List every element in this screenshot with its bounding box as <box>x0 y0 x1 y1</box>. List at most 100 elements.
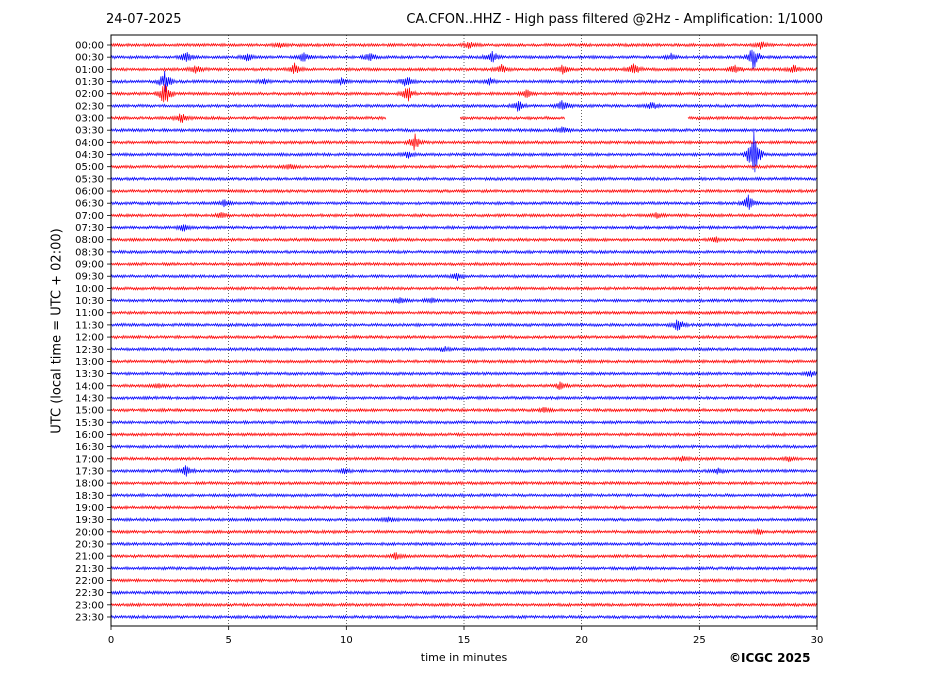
trace-row-0000 <box>110 41 818 50</box>
row-label-0700: 07:00 <box>75 211 104 222</box>
trace-row-2030 <box>110 541 818 547</box>
row-label-0730: 07:30 <box>75 223 104 234</box>
trace-row-1030 <box>110 297 818 304</box>
x-tick-label-10: 10 <box>340 635 353 646</box>
trace-row-0400 <box>110 133 818 151</box>
row-label-1130: 11:30 <box>75 320 104 331</box>
row-label-0630: 06:30 <box>75 199 104 210</box>
row-label-1430: 14:30 <box>75 393 104 404</box>
row-label-2000: 20:00 <box>75 527 104 538</box>
row-label-0530: 05:30 <box>75 174 104 185</box>
trace-row-1400 <box>110 381 818 390</box>
row-label-0300: 03:00 <box>75 114 104 125</box>
trace-row-1800 <box>110 480 818 486</box>
x-tick-label-20: 20 <box>575 635 588 646</box>
row-label-0000: 00:00 <box>75 41 104 52</box>
trace-row-2300 <box>110 602 818 608</box>
trace-row-0200 <box>110 84 818 103</box>
row-label-0200: 02:00 <box>75 89 104 100</box>
row-label-1700: 17:00 <box>75 454 104 465</box>
trace-row-1230 <box>110 346 818 352</box>
x-tick-label-15: 15 <box>458 635 471 646</box>
trace-row-0530 <box>110 176 818 182</box>
row-label-2230: 22:30 <box>75 588 104 599</box>
trace-row-0300 <box>110 113 818 123</box>
trace-row-0130 <box>110 70 818 93</box>
trace-row-1330 <box>110 370 818 378</box>
row-label-1030: 10:30 <box>75 296 104 307</box>
trace-row-0430 <box>110 131 818 173</box>
row-label-0430: 04:30 <box>75 150 104 161</box>
trace-row-1930 <box>110 516 818 523</box>
trace-row-0500 <box>110 163 818 170</box>
trace-row-0330 <box>110 126 818 134</box>
trace-row-2330 <box>110 614 818 620</box>
row-label-0330: 03:30 <box>75 126 104 137</box>
row-label-2100: 21:00 <box>75 552 104 563</box>
trace-row-1000 <box>110 285 818 292</box>
trace-row-0800 <box>110 236 818 243</box>
trace-row-0930 <box>110 272 818 281</box>
trace-row-1300 <box>110 358 818 365</box>
x-axis-label: time in minutes <box>420 651 508 664</box>
trace-row-0900 <box>110 261 818 267</box>
trace-row-2230 <box>110 590 818 596</box>
trace-row-0830 <box>110 249 818 255</box>
row-label-0400: 04:00 <box>75 138 104 149</box>
copyright-credit: ©ICGC 2025 <box>729 651 811 665</box>
chart-date: 24-07-2025 <box>106 12 182 27</box>
row-label-2030: 20:30 <box>75 539 104 550</box>
trace-row-1600 <box>110 431 818 438</box>
y-axis-label: UTC (local time = UTC + 02:00) <box>49 228 65 434</box>
row-label-0930: 09:30 <box>75 272 104 283</box>
trace-row-2200 <box>110 577 818 584</box>
trace-row-0730 <box>110 224 818 232</box>
plot-frame <box>110 34 818 627</box>
row-label-1300: 13:00 <box>75 357 104 368</box>
trace-row-1900 <box>110 504 818 511</box>
trace-row-1530 <box>110 419 818 425</box>
row-label-1530: 15:30 <box>75 418 104 429</box>
row-label-1600: 16:00 <box>75 430 104 441</box>
trace-row-1830 <box>110 492 818 498</box>
trace-row-0700 <box>110 211 818 219</box>
row-label-1830: 18:30 <box>75 491 104 502</box>
row-label-2330: 23:30 <box>75 612 104 623</box>
row-label-0600: 06:00 <box>75 187 104 198</box>
row-label-1800: 18:00 <box>75 479 104 490</box>
x-tick-label-0: 0 <box>108 635 114 646</box>
row-label-1730: 17:30 <box>75 466 104 477</box>
trace-row-1500 <box>110 406 818 414</box>
row-label-0900: 09:00 <box>75 260 104 271</box>
trace-row-1430 <box>110 395 818 401</box>
x-tick-label-30: 30 <box>811 635 824 646</box>
x-tick-label-25: 25 <box>693 635 706 646</box>
row-label-2130: 21:30 <box>75 564 104 575</box>
row-label-1230: 12:30 <box>75 345 104 356</box>
row-label-0800: 08:00 <box>75 235 104 246</box>
trace-row-2100 <box>110 552 818 560</box>
trace-row-1100 <box>110 310 818 316</box>
trace-row-1730 <box>110 465 818 477</box>
trace-row-0630 <box>110 194 818 210</box>
row-label-1000: 10:00 <box>75 284 104 295</box>
trace-row-1130 <box>110 319 818 331</box>
row-label-1630: 16:30 <box>75 442 104 453</box>
row-label-1400: 14:00 <box>75 381 104 392</box>
chart-title: CA.CFON..HHZ - High pass filtered @2Hz -… <box>406 12 823 27</box>
row-label-0830: 08:30 <box>75 247 104 258</box>
row-label-1900: 19:00 <box>75 503 104 514</box>
trace-row-0100 <box>110 62 818 75</box>
row-label-1330: 13:30 <box>75 369 104 380</box>
row-label-0130: 01:30 <box>75 77 104 88</box>
row-label-0100: 01:00 <box>75 65 104 76</box>
row-label-2200: 22:00 <box>75 576 104 587</box>
row-label-0230: 02:30 <box>75 101 104 112</box>
row-label-1500: 15:00 <box>75 406 104 417</box>
x-tick-label-5: 5 <box>225 635 231 646</box>
trace-row-0030 <box>110 49 818 70</box>
row-label-1200: 12:00 <box>75 333 104 344</box>
trace-row-2000 <box>110 528 818 535</box>
trace-row-0600 <box>110 188 818 194</box>
